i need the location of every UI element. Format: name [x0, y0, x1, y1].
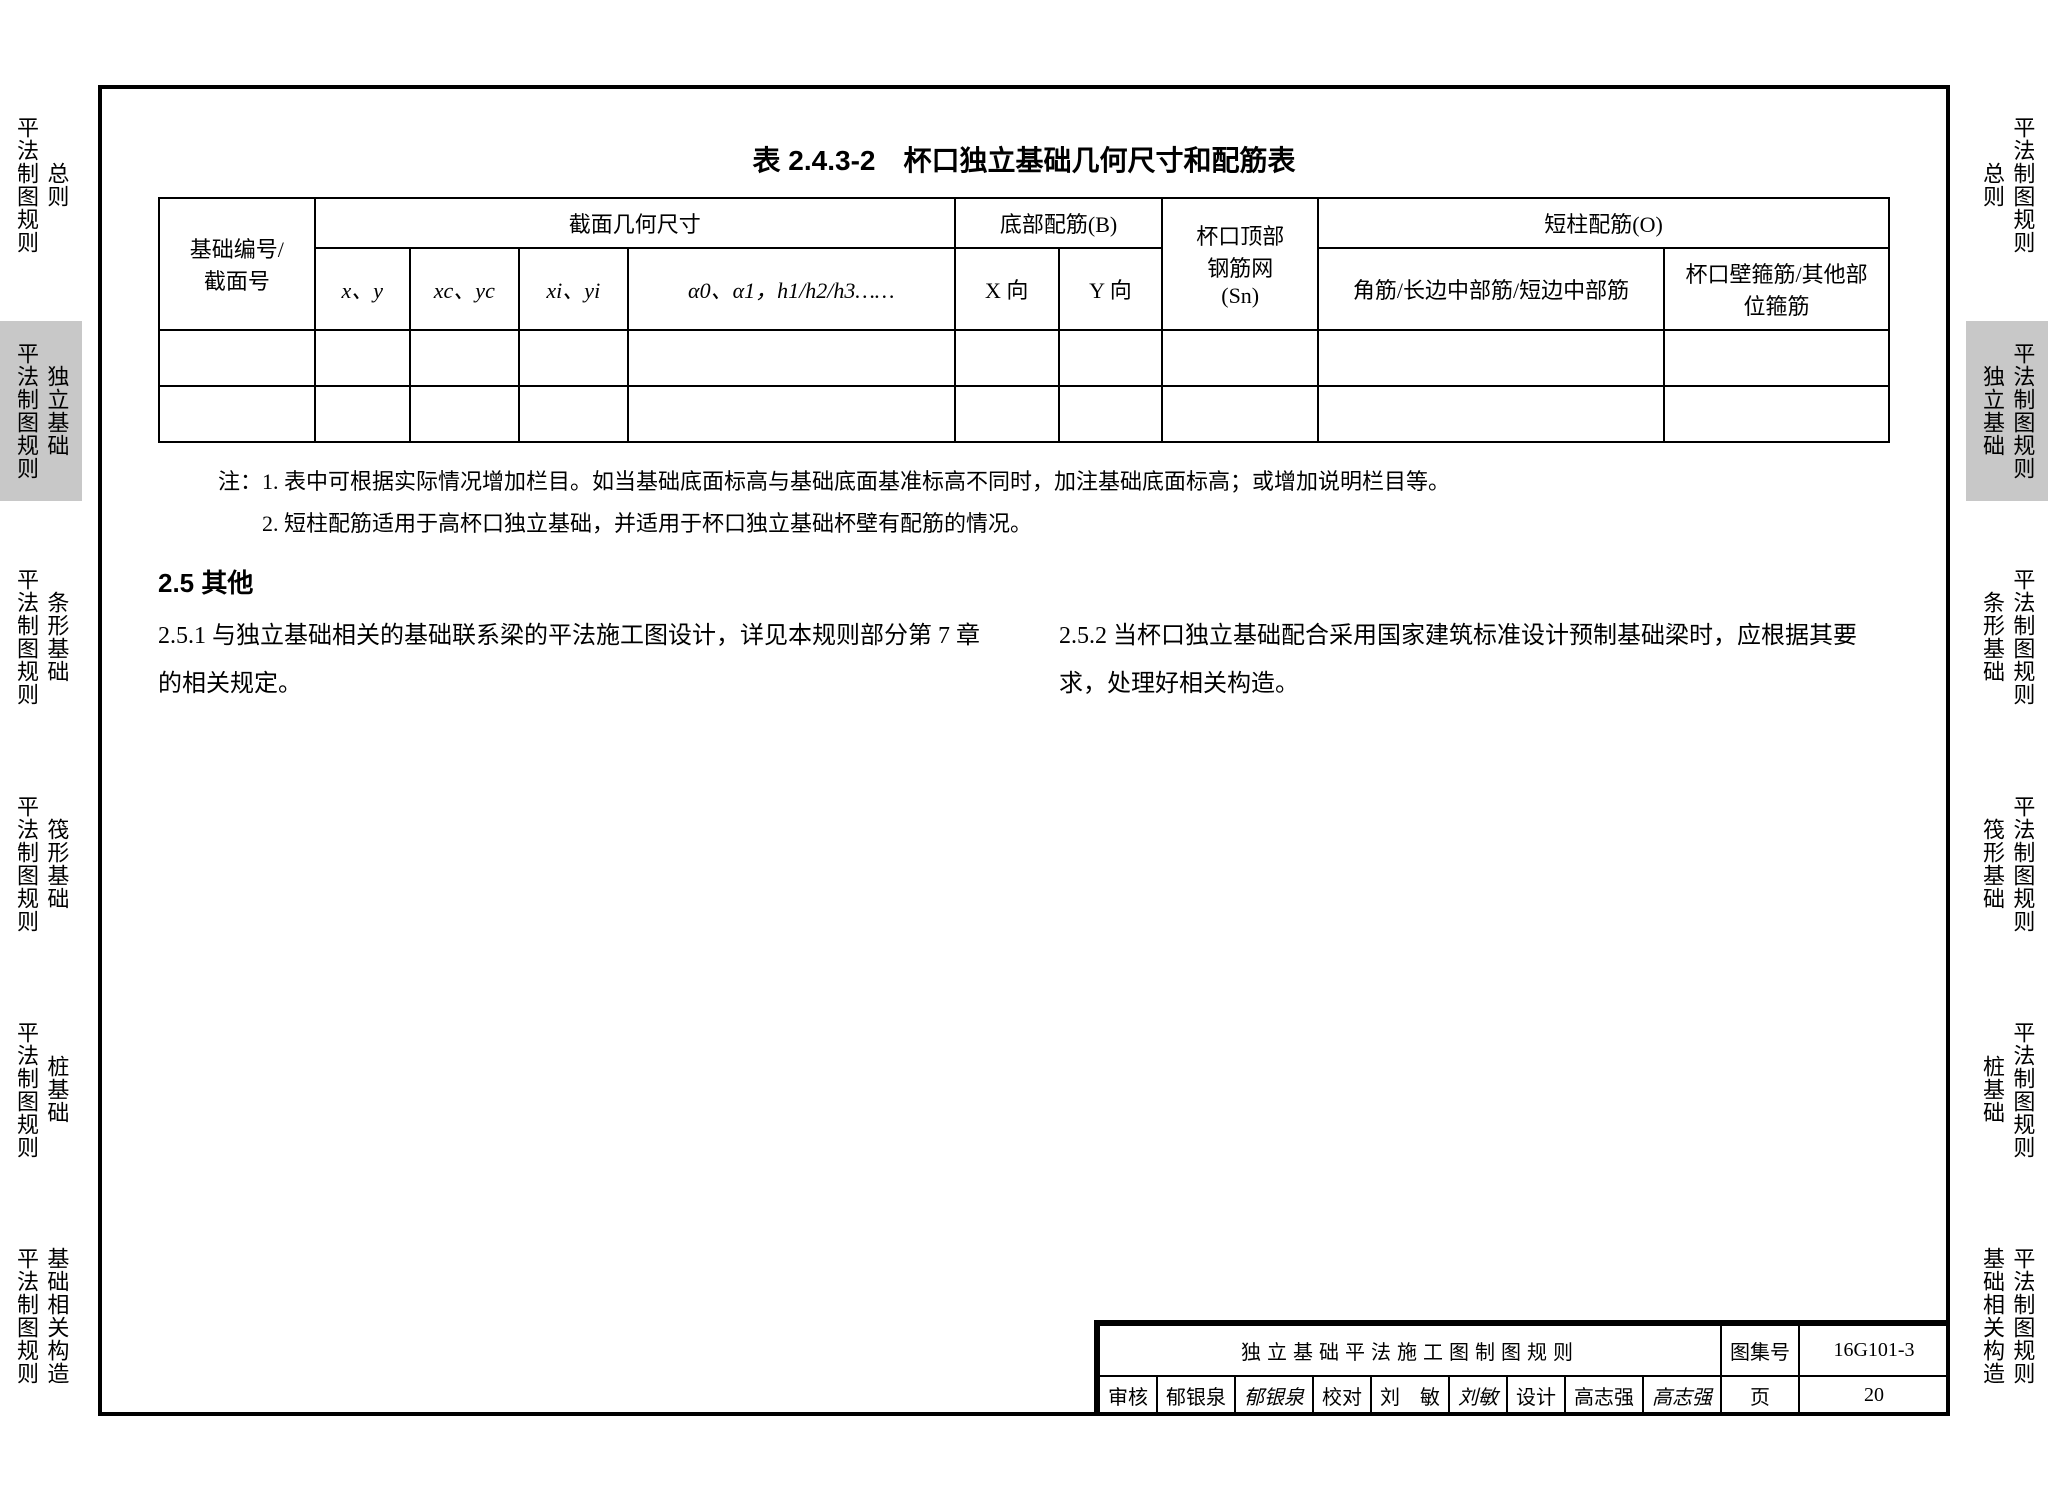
th-bottom: 底部配筋(B): [955, 198, 1163, 248]
th-stirrup-t: 杯口壁箍筋/其他部 位箍筋: [1685, 262, 1867, 319]
tb-s2: 刘敏: [1449, 1376, 1507, 1415]
th-corner: 角筋/长边中部筋/短边中部筋: [1318, 248, 1664, 330]
th-top-mesh: 杯口顶部 钢筋网 (Sn): [1162, 198, 1318, 330]
left-tab-0-b: 总则: [43, 162, 69, 208]
left-tab-2[interactable]: 平法制图规则 条形基础: [0, 547, 82, 727]
serial-label: 图集号: [1721, 1325, 1799, 1376]
th-top-mesh-text: 杯口顶部 钢筋网 (Sn): [1196, 224, 1284, 308]
left-tab-3-b: 筏形基础: [43, 818, 69, 910]
tb-l2: 校对: [1313, 1376, 1371, 1415]
right-tab-5[interactable]: 基础相关构造 平法制图规则: [1966, 1226, 2048, 1406]
left-tab-2-b: 条形基础: [43, 591, 69, 683]
th-shortcol: 短柱配筋(O): [1318, 198, 1889, 248]
tb-l4: 页: [1721, 1376, 1799, 1415]
drawing-frame: 表 2.4.3-2 杯口独立基础几何尺寸和配筋表 基础编号/ 截面号 截面几何尺…: [98, 85, 1950, 1416]
note-prefix: 注：: [218, 469, 262, 494]
left-tab-4[interactable]: 平法制图规则 桩基础: [0, 1000, 82, 1180]
th-xy-t: x、y: [341, 278, 383, 303]
right-tab-1[interactable]: 独立基础 平法制图规则: [1966, 321, 2048, 501]
th-xdir: X 向: [955, 248, 1059, 330]
th-id: 基础编号/ 截面号: [159, 198, 315, 330]
right-tab-3[interactable]: 筏形基础 平法制图规则: [1966, 774, 2048, 954]
left-tab-1-a: 平法制图规则: [13, 342, 39, 480]
right-tab-3-b: 平法制图规则: [2009, 795, 2035, 933]
left-tab-3-a: 平法制图规则: [13, 795, 39, 933]
section-2-5-heading: 2.5 其他: [158, 563, 1890, 600]
right-tab-0[interactable]: 总则 平法制图规则: [1966, 95, 2048, 275]
right-tab-4-a: 桩基础: [1979, 1055, 2005, 1124]
right-tab-0-a: 总则: [1979, 162, 2005, 208]
right-tab-strip: 总则 平法制图规则 独立基础 平法制图规则 条形基础 平法制图规则 筏形基础 平…: [1966, 0, 2048, 1501]
tb-v2: 刘 敏: [1371, 1376, 1449, 1415]
th-geom: 截面几何尺寸: [315, 198, 955, 248]
section-2-5-body: 2.5.1 与独立基础相关的基础联系梁的平法施工图设计，详见本规则部分第 7 章…: [158, 612, 1890, 708]
note-2-text: 2. 短柱配筋适用于高杯口独立基础，并适用于杯口独立基础杯壁有配筋的情况。: [262, 511, 1032, 536]
tb-v3: 高志强: [1565, 1376, 1643, 1415]
tb-v4: 20: [1799, 1376, 1949, 1415]
note-1: 注：1. 表中可根据实际情况增加栏目。如当基础底面标高与基础底面基准标高不同时，…: [188, 461, 1890, 503]
left-tab-4-a: 平法制图规则: [13, 1021, 39, 1159]
right-tab-2-a: 条形基础: [1979, 591, 2005, 683]
right-tab-4[interactable]: 桩基础 平法制图规则: [1966, 1000, 2048, 1180]
dimension-rebar-table: 基础编号/ 截面号 截面几何尺寸 底部配筋(B) 杯口顶部 钢筋网 (Sn) 短…: [158, 197, 1890, 443]
table-caption: 表 2.4.3-2 杯口独立基础几何尺寸和配筋表: [158, 139, 1890, 179]
right-tab-1-b: 平法制图规则: [2009, 342, 2035, 480]
table-row: [159, 330, 1889, 386]
left-tab-0[interactable]: 平法制图规则 总则: [0, 95, 82, 275]
left-tab-1-b: 独立基础: [43, 365, 69, 457]
tb-s3: 高志强: [1643, 1376, 1721, 1415]
right-tab-2[interactable]: 条形基础 平法制图规则: [1966, 547, 2048, 727]
serial-value: 16G101-3: [1799, 1325, 1949, 1376]
th-xiyi: xi、yi: [519, 248, 628, 330]
right-tab-5-a: 基础相关构造: [1979, 1247, 2005, 1385]
th-xiyi-t: xi、yi: [546, 278, 600, 303]
th-alpha-h: α0、α1，h1/h2/h3……: [628, 248, 955, 330]
right-tab-1-a: 独立基础: [1979, 365, 2005, 457]
th-xcyc: xc、yc: [410, 248, 519, 330]
title-block: 独立基础平法施工图制图规则 图集号 16G101-3 审核 郁银泉 郁银泉 校对…: [1094, 1320, 1950, 1416]
tb-s1: 郁银泉: [1235, 1376, 1313, 1415]
left-tab-5-a: 平法制图规则: [13, 1247, 39, 1385]
right-tab-3-a: 筏形基础: [1979, 818, 2005, 910]
right-tab-2-b: 平法制图规则: [2009, 568, 2035, 706]
right-tab-5-b: 平法制图规则: [2009, 1247, 2035, 1385]
tb-l1: 审核: [1099, 1376, 1157, 1415]
th-id-text: 基础编号/ 截面号: [190, 237, 284, 294]
left-tab-strip: 平法制图规则 总则 平法制图规则 独立基础 平法制图规则 条形基础 平法制图规则…: [0, 0, 82, 1501]
table-notes: 注：1. 表中可根据实际情况增加栏目。如当基础底面标高与基础底面基准标高不同时，…: [158, 461, 1890, 545]
table-body: [159, 330, 1889, 442]
tb-v1: 郁银泉: [1157, 1376, 1235, 1415]
th-xy: x、y: [315, 248, 410, 330]
page: 平法制图规则 总则 平法制图规则 独立基础 平法制图规则 条形基础 平法制图规则…: [0, 0, 2048, 1501]
right-tab-4-b: 平法制图规则: [2009, 1021, 2035, 1159]
note-1-text: 1. 表中可根据实际情况增加栏目。如当基础底面标高与基础底面基准标高不同时，加注…: [262, 469, 1450, 494]
table-head: 基础编号/ 截面号 截面几何尺寸 底部配筋(B) 杯口顶部 钢筋网 (Sn) 短…: [159, 198, 1889, 330]
left-tab-0-a: 平法制图规则: [13, 116, 39, 254]
th-xcyc-t: xc、yc: [434, 278, 495, 303]
left-tab-4-b: 桩基础: [43, 1055, 69, 1124]
left-tab-5-b: 基础相关构造: [43, 1247, 69, 1385]
section-2-5-1: 2.5.1 与独立基础相关的基础联系梁的平法施工图设计，详见本规则部分第 7 章…: [158, 612, 989, 708]
note-2: 注：2. 短柱配筋适用于高杯口独立基础，并适用于杯口独立基础杯壁有配筋的情况。: [188, 503, 1890, 545]
left-tab-5[interactable]: 平法制图规则 基础相关构造: [0, 1226, 82, 1406]
table-row: [159, 386, 1889, 442]
section-2-5-2: 2.5.2 当杯口独立基础配合采用国家建筑标准设计预制基础梁时，应根据其要求，处…: [1059, 612, 1890, 708]
th-stirrup: 杯口壁箍筋/其他部 位箍筋: [1664, 248, 1889, 330]
left-tab-1[interactable]: 平法制图规则 独立基础: [0, 321, 82, 501]
tb-l3: 设计: [1507, 1376, 1565, 1415]
drawing-title: 独立基础平法施工图制图规则: [1099, 1325, 1721, 1376]
left-tab-3[interactable]: 平法制图规则 筏形基础: [0, 774, 82, 954]
right-tab-0-b: 平法制图规则: [2009, 116, 2035, 254]
th-ydir: Y 向: [1059, 248, 1163, 330]
title-block-table: 独立基础平法施工图制图规则 图集号 16G101-3 审核 郁银泉 郁银泉 校对…: [1098, 1324, 1950, 1416]
th-alpha-h-t: α0、α1，h1/h2/h3……: [688, 278, 894, 303]
left-tab-2-a: 平法制图规则: [13, 568, 39, 706]
